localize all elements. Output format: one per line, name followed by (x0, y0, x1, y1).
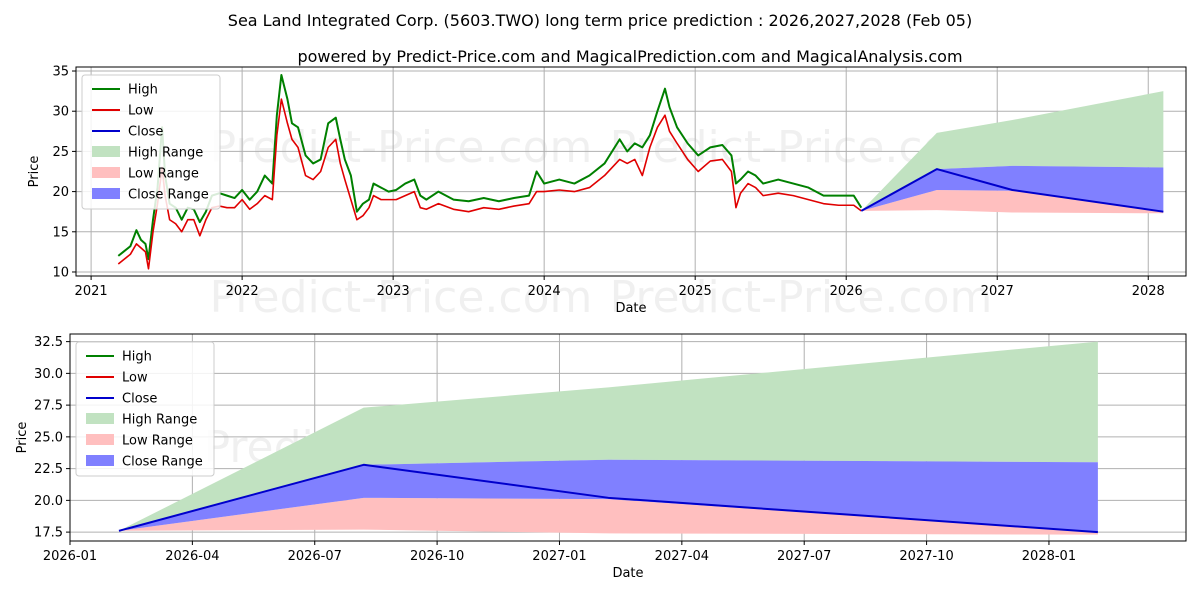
low-range-band (861, 189, 1164, 214)
chart-subtitle: powered by Predict-Price.com and Magical… (297, 47, 962, 66)
plot-frame (75, 66, 1187, 277)
legend: High Low Close High Range Low Range Close Ran… (81, 74, 221, 210)
x-tick-label: 2023 (377, 284, 410, 299)
x-tick-label: 2027-04 (655, 549, 709, 564)
low-price-line (117, 98, 862, 270)
y-tick-label: 30.0 (34, 367, 63, 382)
y-tick-label: 17.5 (34, 526, 63, 541)
x-tick-label: 2024 (528, 284, 561, 299)
y-tick-label: 30 (52, 105, 69, 120)
x-tick-label: 2026-10 (410, 549, 464, 564)
legend-label: High Range (128, 146, 203, 161)
x-tick-label: 2027-07 (777, 549, 831, 564)
x-tick-label: 2025 (679, 284, 712, 299)
watermark-text: Predict-Price.com (610, 272, 993, 323)
legend-label: Low (122, 371, 148, 386)
x-axis-label: Date (612, 566, 643, 581)
chart-title: Sea Land Integrated Corp. (5603.TWO) lon… (228, 11, 972, 30)
y-tick-label: 27.5 (34, 399, 63, 414)
legend-swatch-patch (92, 167, 120, 178)
y-tick-label: 25.0 (34, 430, 63, 445)
plot-area (118, 341, 1098, 535)
plot-frame (69, 333, 1187, 542)
x-tick-label: 2027-10 (899, 549, 953, 564)
y-tick-label: 35 (52, 65, 69, 80)
y-tick-label: 20 (52, 185, 69, 200)
legend-label: High (128, 83, 158, 98)
legend-label: Low (128, 104, 154, 119)
legend-label: Close Range (128, 188, 209, 203)
x-tick-label: 2027-01 (532, 549, 586, 564)
legend-label: Close (122, 392, 157, 407)
legend-swatch-patch (92, 146, 120, 157)
legend-swatch-patch (86, 413, 114, 424)
low-range-band (118, 497, 1098, 535)
close-forecast-line (118, 463, 1098, 534)
x-tick-label: 2026-04 (165, 549, 219, 564)
close-forecast-line (860, 168, 1164, 213)
watermark-text: Predict-Price.com (210, 272, 593, 323)
legend-label: Low Range (122, 434, 193, 449)
high-range-band (118, 341, 1098, 531)
x-tick-label: 2026-07 (288, 549, 342, 564)
high-range-band (861, 91, 1164, 211)
x-tick-label: 2028 (1132, 284, 1165, 299)
legend-label: High (122, 350, 152, 365)
y-tick-label: 22.5 (34, 462, 63, 477)
x-tick-label: 2028-01 (1022, 549, 1076, 564)
x-tick-label: 2026-01 (43, 549, 97, 564)
x-axis-label: Date (615, 301, 646, 316)
legend-label: Close Range (122, 455, 203, 470)
legend-swatch-patch (92, 188, 120, 199)
x-tick-label: 2022 (226, 284, 259, 299)
y-tick-label: 15 (52, 225, 69, 240)
legend-label: Close (128, 125, 163, 140)
x-tick-label: 2021 (75, 284, 108, 299)
watermark-text: Predict-Price.com (210, 122, 593, 173)
y-tick-label: 20.0 (34, 494, 63, 509)
plot-area (117, 74, 1164, 270)
top-panel-history-and-forecast: Predict-Price.com Predict-Price.com Predic… (27, 65, 1187, 323)
y-axis-label: Price (27, 156, 42, 188)
legend-label: High Range (122, 413, 197, 428)
legend-swatch-patch (86, 434, 114, 445)
y-tick-label: 32.5 (34, 335, 63, 350)
bottom-panel-forecast-zoom: Predict-Price.comPredict-Price.com2026-0… (15, 333, 1187, 581)
x-tick-label: 2027 (981, 284, 1014, 299)
y-axis-label: Price (15, 422, 30, 454)
legend-label: Low Range (128, 167, 199, 182)
legend: High Low Close High Range Low Range Close Ran… (75, 341, 215, 477)
legend-swatch-patch (86, 455, 114, 466)
y-tick-label: 25 (52, 145, 69, 160)
x-tick-label: 2026 (830, 284, 863, 299)
y-tick-label: 10 (52, 265, 69, 280)
